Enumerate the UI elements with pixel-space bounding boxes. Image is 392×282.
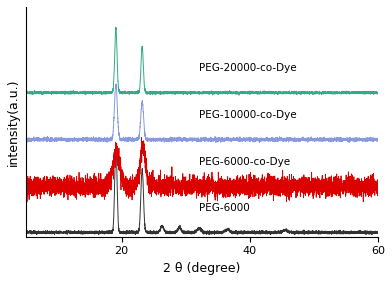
X-axis label: 2 θ (degree): 2 θ (degree): [163, 262, 240, 275]
Text: PEG-10000-co-Dye: PEG-10000-co-Dye: [199, 110, 296, 120]
Text: PEG-6000: PEG-6000: [199, 203, 249, 213]
Text: PEG-6000-co-Dye: PEG-6000-co-Dye: [199, 157, 290, 167]
Y-axis label: intensity(a.u.): intensity(a.u.): [7, 78, 20, 166]
Text: PEG-20000-co-Dye: PEG-20000-co-Dye: [199, 63, 296, 73]
